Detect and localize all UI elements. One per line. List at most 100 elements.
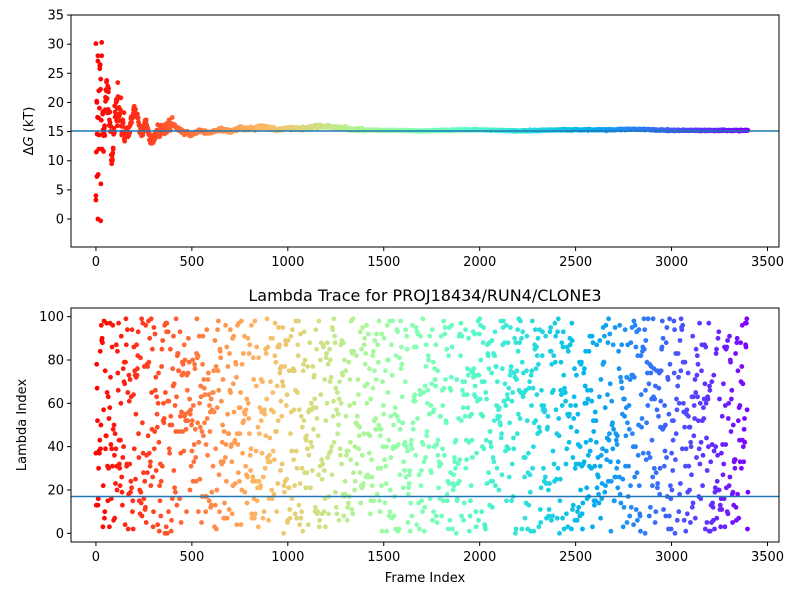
- lambda-point: [223, 442, 229, 447]
- lambda-point: [250, 355, 256, 361]
- lambda-point: [252, 318, 258, 324]
- lambda-point: [489, 338, 495, 343]
- lambda-point: [597, 463, 603, 469]
- lambda-point: [440, 498, 446, 504]
- lambda-point: [134, 342, 140, 348]
- lambda-point: [393, 353, 399, 359]
- lambda-point: [296, 407, 302, 413]
- lambda-point: [436, 485, 441, 491]
- lambda-point: [356, 446, 362, 452]
- lambda-point: [191, 442, 197, 447]
- lambda-point: [481, 379, 487, 385]
- lambda-point: [239, 361, 245, 367]
- lambda-point: [103, 446, 108, 452]
- lambda-point: [109, 446, 115, 452]
- lambda-point: [573, 403, 578, 408]
- lambda-point: [710, 500, 715, 506]
- lambda-point: [348, 457, 354, 463]
- lambda-point: [95, 418, 100, 424]
- delta-g-point: [106, 89, 111, 95]
- lambda-point: [151, 325, 157, 330]
- lambda-point: [354, 353, 359, 359]
- lambda-point: [559, 340, 565, 346]
- lambda-point: [697, 320, 702, 326]
- lambda-point: [197, 400, 203, 406]
- lambda-point: [376, 422, 382, 428]
- lambda-point: [708, 459, 714, 465]
- lambda-point: [476, 517, 481, 523]
- lambda-point: [117, 465, 123, 471]
- lambda-point: [168, 528, 174, 534]
- lambda-point: [320, 461, 326, 467]
- lambda-point: [718, 524, 724, 530]
- lambda-point: [178, 520, 184, 525]
- lambda-point: [315, 509, 321, 515]
- lambda-point: [401, 459, 407, 465]
- lambda-point: [711, 448, 717, 454]
- lambda-point: [123, 316, 129, 322]
- lambda-point: [323, 418, 329, 424]
- lambda-point: [530, 465, 535, 471]
- lambda-point: [288, 333, 294, 339]
- lambda-point: [309, 444, 315, 450]
- lambda-point: [310, 468, 315, 473]
- lambda-point: [625, 420, 630, 426]
- lambda-point: [633, 507, 639, 512]
- lambda-point: [295, 353, 301, 359]
- lambda-point: [321, 468, 327, 473]
- lambda-x-tick-label: 3000: [655, 550, 688, 565]
- lambda-point: [738, 340, 743, 346]
- lambda-point: [150, 524, 156, 530]
- lambda-point: [584, 400, 589, 406]
- lambda-x-tick-label: 3500: [751, 550, 784, 565]
- lambda-point: [619, 342, 625, 348]
- delta-g-y-tick-label: 5: [56, 183, 64, 198]
- lambda-point: [732, 465, 738, 471]
- lambda-point: [693, 390, 699, 395]
- delta-g-point: [94, 100, 100, 105]
- lambda-point: [125, 327, 130, 333]
- lambda-point: [684, 407, 690, 413]
- lambda-point: [453, 437, 459, 443]
- lambda-point: [576, 504, 582, 510]
- lambda-point: [254, 498, 260, 504]
- lambda-point: [397, 355, 402, 361]
- lambda-point: [624, 520, 630, 525]
- lambda-point: [531, 528, 537, 534]
- lambda-point: [213, 446, 219, 452]
- delta-g-point: [101, 133, 106, 139]
- lambda-point: [526, 385, 532, 391]
- lambda-point: [567, 411, 572, 417]
- lambda-point: [694, 353, 700, 359]
- lambda-point: [161, 400, 166, 406]
- lambda-point: [171, 381, 177, 387]
- lambda-point: [735, 418, 741, 424]
- lambda-point: [425, 400, 430, 406]
- lambda-point: [455, 496, 460, 502]
- delta-g-point: [122, 138, 128, 144]
- lambda-point: [380, 444, 386, 450]
- lambda-point: [429, 381, 435, 387]
- lambda-point: [508, 364, 514, 369]
- lambda-point: [409, 446, 415, 452]
- lambda-point: [471, 374, 476, 380]
- lambda-point: [646, 450, 651, 456]
- lambda-point: [399, 344, 404, 350]
- lambda-point: [634, 470, 640, 476]
- lambda-point: [688, 520, 693, 525]
- lambda-point: [409, 513, 415, 519]
- delta-g-plot: 0 500 1000 1500 2000 2500 3000 3500 0 5 10 15 20 25 3…: [22, 9, 784, 271]
- lambda-point: [244, 396, 250, 402]
- lambda-point: [462, 413, 468, 419]
- lambda-point: [402, 379, 408, 385]
- lambda-point: [666, 513, 672, 519]
- lambda-point: [423, 342, 429, 348]
- lambda-point: [740, 444, 746, 450]
- lambda-point: [533, 418, 539, 424]
- lambda-point: [433, 513, 439, 519]
- lambda-point: [213, 364, 219, 369]
- lambda-point: [382, 368, 388, 374]
- lambda-point: [166, 398, 172, 404]
- lambda-point: [110, 322, 116, 328]
- lambda-point: [181, 342, 187, 348]
